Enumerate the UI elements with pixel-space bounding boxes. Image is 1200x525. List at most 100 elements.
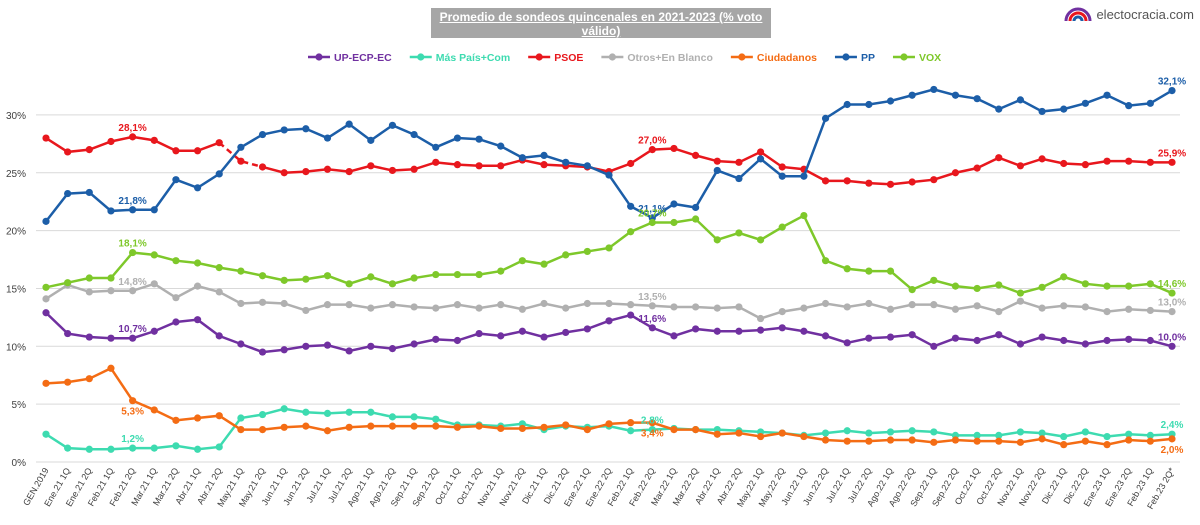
- series-line: [45, 213, 1173, 295]
- data-point: [973, 302, 981, 310]
- legend-label: Ciudadanos: [757, 52, 817, 64]
- data-point: [951, 282, 960, 290]
- data-point: [1146, 158, 1154, 166]
- data-point: [107, 287, 115, 295]
- series-otros-en-blanco: [42, 280, 1176, 323]
- data-point: [648, 146, 656, 154]
- data-point: [778, 324, 786, 332]
- data-point: [193, 316, 202, 324]
- data-point: [670, 144, 678, 153]
- data-point: [85, 288, 93, 296]
- data-point: [713, 327, 721, 335]
- data-point: [908, 301, 916, 309]
- data-point: [583, 162, 591, 170]
- data-point: [388, 345, 397, 353]
- data-point: [497, 424, 505, 433]
- data-point: [64, 148, 72, 156]
- data-point: [367, 422, 375, 430]
- data-point: [518, 327, 526, 335]
- data-point: [518, 154, 526, 162]
- brand-logo: electocracia.com: [1064, 6, 1194, 22]
- series-lines: [42, 85, 1176, 453]
- data-point: [323, 427, 332, 435]
- data-point: [388, 280, 397, 288]
- data-point: [1168, 87, 1176, 95]
- data-point: [692, 303, 700, 311]
- data-point: [1016, 297, 1025, 305]
- data-point: [713, 236, 721, 244]
- data-point: [995, 105, 1003, 113]
- data-point: [1060, 336, 1068, 345]
- data-point: [345, 301, 353, 309]
- data-label: 10,7%: [118, 324, 146, 335]
- data-point: [1038, 283, 1046, 291]
- data-point: [692, 426, 700, 434]
- data-point: [1103, 336, 1111, 345]
- data-point: [129, 248, 137, 257]
- data-point: [692, 325, 700, 333]
- data-point: [778, 307, 786, 316]
- data-point: [973, 437, 981, 445]
- data-point: [1168, 158, 1176, 166]
- legend-swatch-marker: [608, 53, 616, 61]
- data-point: [42, 134, 50, 142]
- data-point: [42, 283, 50, 291]
- data-point: [627, 419, 635, 427]
- data-point: [237, 426, 245, 434]
- data-point: [497, 301, 505, 309]
- data-point: [973, 164, 981, 172]
- data-point: [540, 299, 548, 308]
- data-point: [800, 211, 808, 220]
- data-point: [562, 328, 570, 337]
- data-point: [1038, 155, 1046, 163]
- data-point: [215, 139, 223, 147]
- data-point: [951, 91, 960, 99]
- data-point: [1060, 302, 1068, 310]
- data-point: [821, 177, 830, 185]
- data-point: [193, 445, 202, 453]
- legend-swatch-marker: [315, 53, 323, 61]
- data-point: [930, 438, 938, 446]
- data-label: 13,0%: [1158, 298, 1186, 309]
- data-point: [302, 167, 310, 176]
- data-point: [237, 299, 245, 308]
- data-point: [129, 206, 137, 214]
- data-point: [1081, 340, 1089, 348]
- data-point: [1016, 340, 1025, 348]
- legend-swatch-marker: [738, 53, 746, 61]
- data-point: [778, 163, 786, 171]
- data-point: [627, 301, 635, 309]
- data-point: [150, 327, 158, 335]
- data-point: [258, 130, 267, 139]
- data-label: 27,0%: [638, 136, 666, 147]
- data-point: [258, 426, 267, 434]
- data-point: [1060, 105, 1068, 113]
- series-ciudadanos: [42, 364, 1176, 449]
- data-label: 14,6%: [1158, 279, 1186, 290]
- data-point: [150, 136, 158, 144]
- data-point: [995, 307, 1003, 316]
- data-point: [280, 276, 288, 284]
- data-point: [800, 327, 808, 335]
- data-point: [973, 336, 981, 345]
- data-point: [670, 200, 678, 208]
- data-point: [670, 426, 678, 434]
- data-point: [388, 166, 397, 175]
- data-point: [150, 280, 158, 288]
- data-point: [930, 342, 938, 350]
- data-point: [388, 301, 397, 309]
- data-point: [1168, 289, 1176, 297]
- data-point: [692, 215, 700, 223]
- data-point: [323, 301, 332, 309]
- data-point: [583, 299, 591, 308]
- data-point: [107, 445, 115, 453]
- data-point: [280, 126, 288, 134]
- data-point: [930, 301, 938, 309]
- data-point: [388, 413, 397, 421]
- data-point: [1103, 282, 1111, 290]
- data-point: [713, 304, 721, 312]
- data-point: [865, 100, 873, 109]
- y-gridlines: [36, 114, 1180, 463]
- data-point: [843, 265, 851, 273]
